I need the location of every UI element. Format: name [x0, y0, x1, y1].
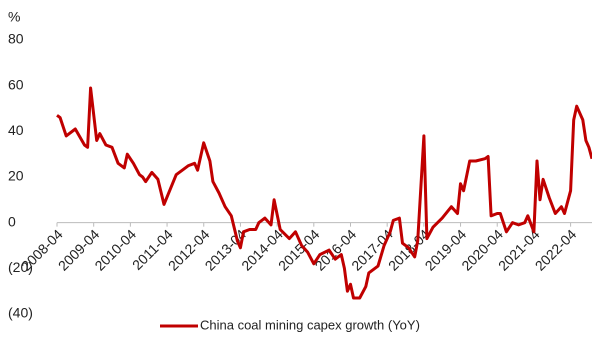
y-tick-label: 40	[8, 122, 24, 138]
x-tick-label: 2022-04	[532, 226, 580, 274]
legend-label: China coal mining capex growth (YoY)	[200, 317, 420, 332]
y-tick-label: 80	[8, 31, 24, 47]
data-line	[56, 86, 592, 300]
y-tick-label: 60	[8, 76, 24, 92]
x-tick-label: 2010-04	[91, 226, 139, 274]
y-tick-label: 0	[8, 213, 16, 229]
y-tick-label: (40)	[8, 305, 33, 321]
y-tick-label: (20)	[8, 259, 33, 275]
y-axis-unit: %	[8, 9, 20, 25]
y-tick-label: 20	[8, 168, 24, 184]
